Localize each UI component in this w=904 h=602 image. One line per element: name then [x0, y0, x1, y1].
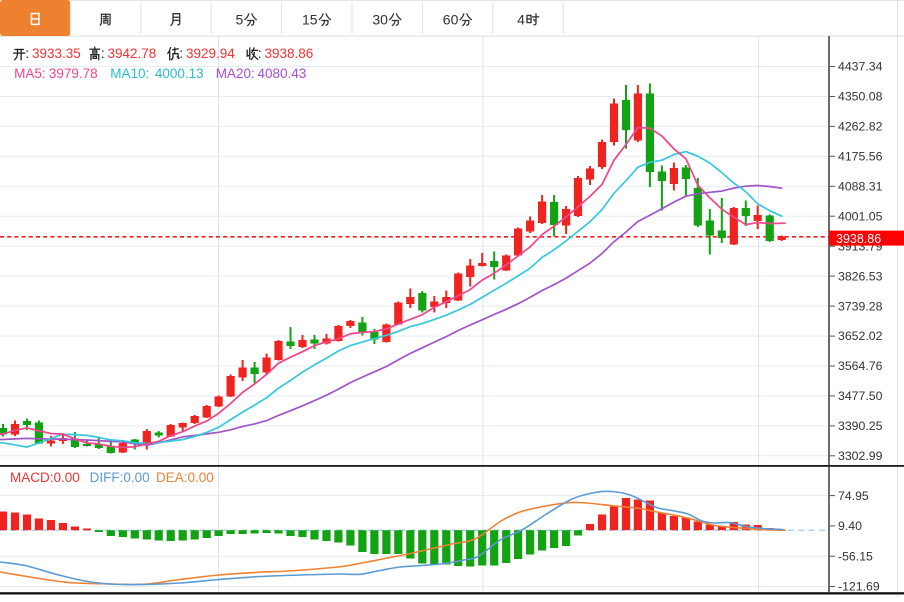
svg-text:DEA:0.00: DEA:0.00 — [156, 470, 214, 485]
svg-text:3302.99: 3302.99 — [838, 449, 883, 463]
svg-text:3652.02: 3652.02 — [838, 329, 883, 343]
svg-text:4080.43: 4080.43 — [258, 66, 307, 81]
svg-text:4001.05: 4001.05 — [838, 209, 883, 223]
svg-text:5: 5 — [236, 11, 244, 27]
svg-text:74.95: 74.95 — [838, 489, 869, 503]
svg-text:MA10:: MA10: — [110, 66, 149, 81]
svg-text:15: 15 — [302, 11, 318, 27]
svg-text:MA5:: MA5: — [14, 66, 46, 81]
svg-text:3929.94: 3929.94 — [186, 46, 235, 61]
svg-text:3933.35: 3933.35 — [32, 46, 81, 61]
svg-text:60: 60 — [443, 11, 459, 27]
svg-text:-121.69: -121.69 — [838, 580, 880, 594]
svg-text:4175.56: 4175.56 — [838, 150, 883, 164]
svg-text:4262.82: 4262.82 — [838, 120, 883, 134]
svg-text:MA20:: MA20: — [216, 66, 255, 81]
svg-text:MACD:0.00: MACD:0.00 — [10, 470, 80, 485]
svg-text:30: 30 — [372, 11, 388, 27]
svg-text:DIFF:0.00: DIFF:0.00 — [90, 470, 150, 485]
svg-text:3938.86: 3938.86 — [265, 46, 314, 61]
svg-text:4350.08: 4350.08 — [838, 90, 883, 104]
svg-text::: : — [101, 45, 105, 61]
svg-text:3826.53: 3826.53 — [838, 269, 883, 283]
svg-text:3477.50: 3477.50 — [838, 389, 883, 403]
svg-text:3564.76: 3564.76 — [838, 359, 883, 373]
svg-text:4088.31: 4088.31 — [838, 180, 883, 194]
svg-text:3739.28: 3739.28 — [838, 299, 883, 313]
svg-text:9.40: 9.40 — [838, 519, 862, 533]
svg-text:3390.25: 3390.25 — [838, 419, 883, 433]
svg-text:3942.78: 3942.78 — [108, 46, 157, 61]
svg-text::: : — [258, 45, 262, 61]
svg-text:3938.86: 3938.86 — [836, 232, 881, 246]
svg-text:4: 4 — [517, 11, 525, 27]
svg-text:3979.78: 3979.78 — [49, 66, 98, 81]
svg-text:-56.15: -56.15 — [838, 549, 873, 563]
svg-text::: : — [179, 45, 183, 61]
svg-text::: : — [25, 45, 29, 61]
svg-text:4437.34: 4437.34 — [838, 60, 883, 74]
svg-text:4000.13: 4000.13 — [155, 66, 204, 81]
